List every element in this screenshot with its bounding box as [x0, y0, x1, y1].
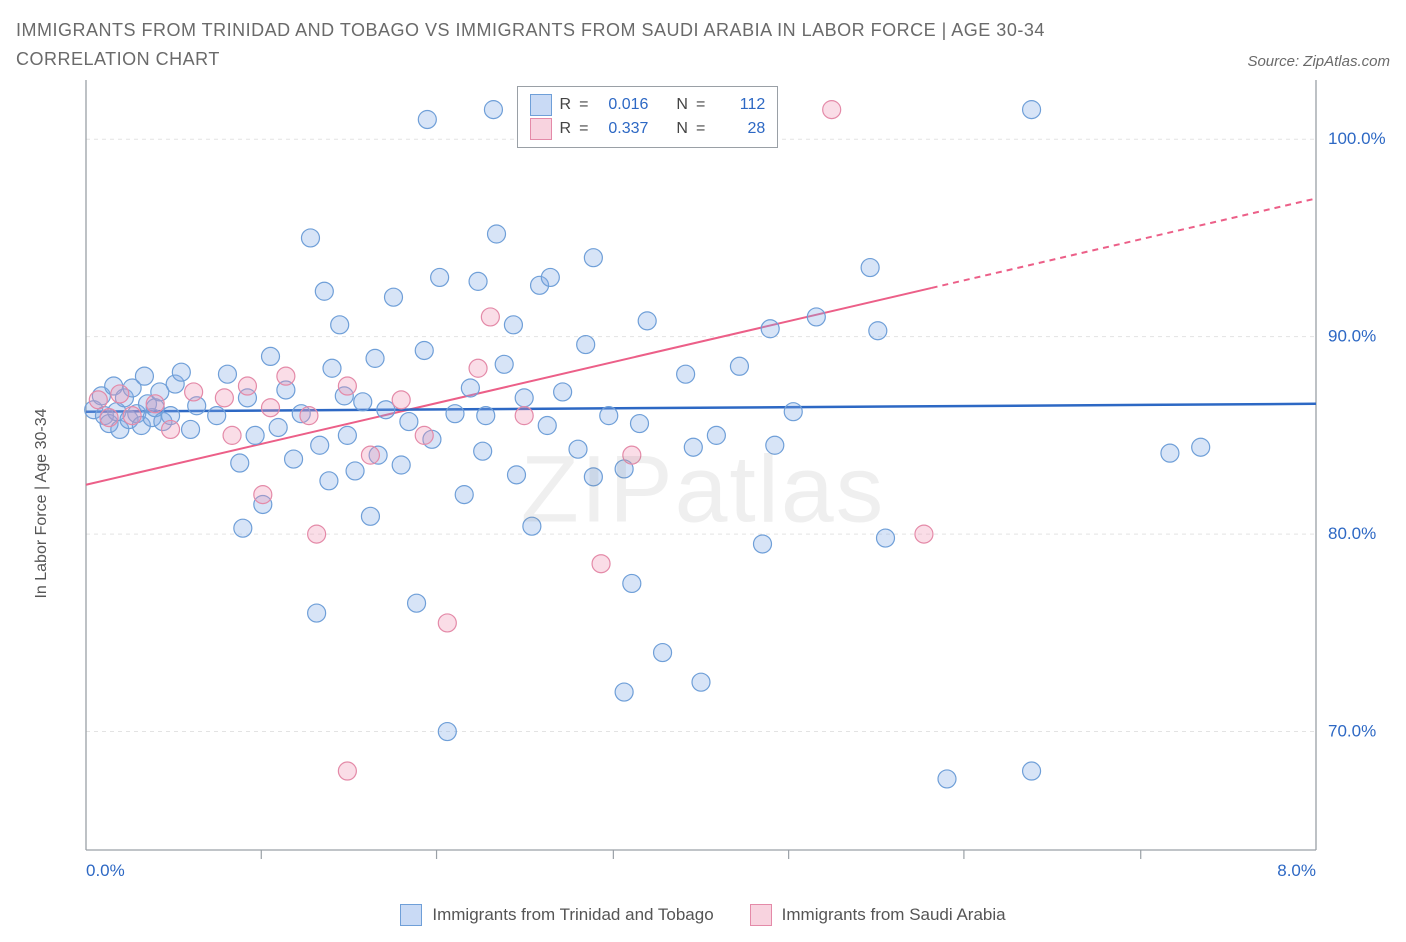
- legend-swatch: [750, 904, 772, 926]
- legend-swatch: [530, 94, 552, 116]
- svg-text:In Labor Force | Age 30-34: In Labor Force | Age 30-34: [33, 408, 50, 598]
- legend-n-label: N: [676, 93, 688, 117]
- header: IMMIGRANTS FROM TRINIDAD AND TOBAGO VS I…: [16, 16, 1390, 74]
- source-label: Source: ZipAtlas.com: [1247, 53, 1390, 74]
- legend-n-value: 28: [713, 117, 765, 141]
- series-legend: Immigrants from Trinidad and Tobago Immig…: [16, 904, 1390, 926]
- legend-n-value: 112: [713, 93, 765, 117]
- legend-n-label: N: [676, 117, 688, 141]
- chart-container: 70.0% 80.0% 90.0% 100.0% 0.0% 8.0% In Labor Fo…: [16, 80, 1390, 900]
- legend-item: Immigrants from Saudi Arabia: [750, 904, 1006, 926]
- legend-r-value: 0.337: [596, 117, 648, 141]
- legend-row: R=0.337N=28: [530, 117, 766, 141]
- legend-label: Immigrants from Trinidad and Tobago: [432, 905, 713, 925]
- legend-r-label: R: [560, 93, 572, 117]
- legend-r-label: R: [560, 117, 572, 141]
- svg-text:0.0%: 0.0%: [86, 861, 125, 880]
- svg-text:80.0%: 80.0%: [1328, 524, 1376, 543]
- legend-swatch: [400, 904, 422, 926]
- legend-r-value: 0.016: [596, 93, 648, 117]
- chart-title: IMMIGRANTS FROM TRINIDAD AND TOBAGO VS I…: [16, 16, 1166, 74]
- legend-label: Immigrants from Saudi Arabia: [782, 905, 1006, 925]
- svg-text:100.0%: 100.0%: [1328, 129, 1386, 148]
- svg-text:70.0%: 70.0%: [1328, 721, 1376, 740]
- svg-text:90.0%: 90.0%: [1328, 326, 1376, 345]
- svg-text:8.0%: 8.0%: [1277, 861, 1316, 880]
- correlation-legend: R=0.016N=112R=0.337N=28: [517, 86, 779, 148]
- legend-item: Immigrants from Trinidad and Tobago: [400, 904, 713, 926]
- legend-swatch: [530, 118, 552, 140]
- scatter-chart: 70.0% 80.0% 90.0% 100.0% 0.0% 8.0% In Labor Fo…: [16, 80, 1390, 880]
- legend-row: R=0.016N=112: [530, 93, 766, 117]
